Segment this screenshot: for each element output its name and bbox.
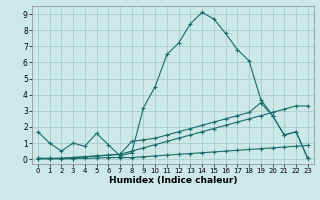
X-axis label: Humidex (Indice chaleur): Humidex (Indice chaleur) — [108, 176, 237, 185]
